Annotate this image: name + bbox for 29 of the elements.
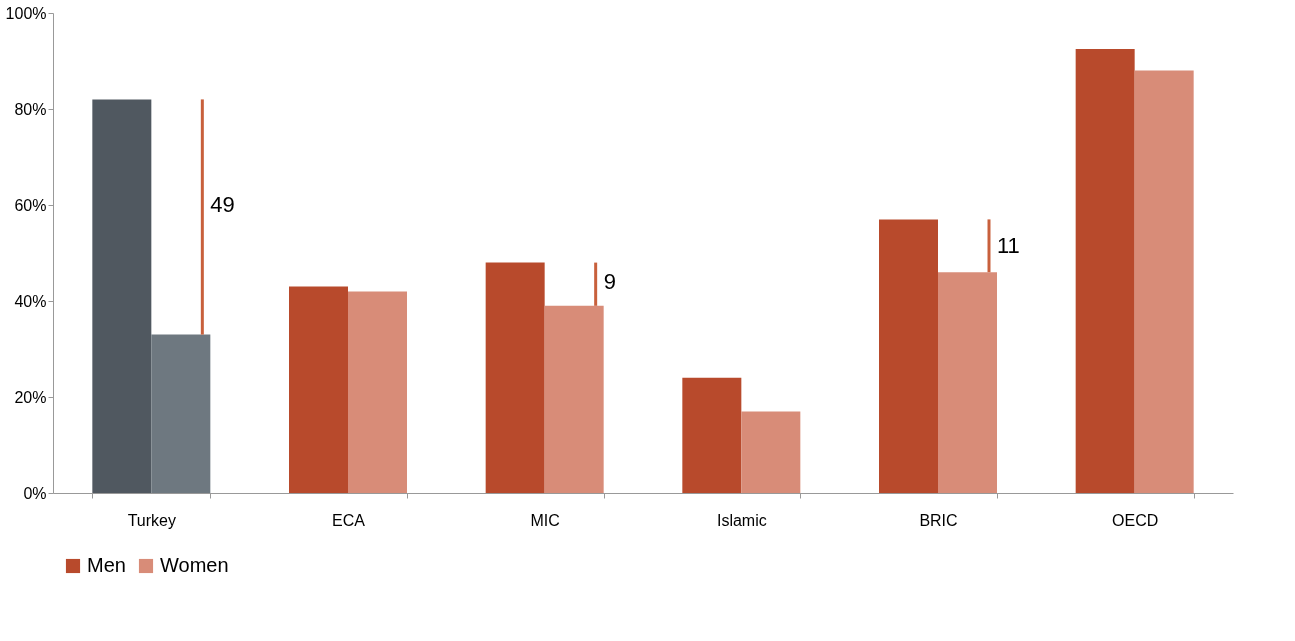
bar xyxy=(92,99,152,493)
legend-label: Men xyxy=(87,554,126,576)
y-tick-label: 40% xyxy=(14,292,47,310)
legend-label: Women xyxy=(160,554,229,576)
bar xyxy=(1134,70,1194,493)
x-tick-label: MIC xyxy=(530,511,560,529)
y-tick-label: 20% xyxy=(14,388,47,406)
x-tick-label: Islamic xyxy=(716,511,767,529)
x-tick-label: Turkey xyxy=(127,511,176,529)
bar xyxy=(485,262,545,493)
y-tick-label: 80% xyxy=(14,100,47,118)
y-tick-label: 60% xyxy=(14,196,47,214)
y-tick-label: 0% xyxy=(23,484,47,502)
x-tick-label: BRIC xyxy=(919,511,958,529)
bar xyxy=(741,411,801,493)
bar xyxy=(348,291,407,493)
y-tick-label: 100% xyxy=(5,4,47,22)
annotation: 49 xyxy=(210,192,235,217)
annotation: 9 xyxy=(603,268,616,294)
bar xyxy=(879,219,938,493)
bar xyxy=(544,305,604,493)
x-tick-label: ECA xyxy=(332,511,366,529)
x-tick-label: OECD xyxy=(1112,511,1159,529)
bar xyxy=(1075,49,1135,493)
bar xyxy=(289,286,348,493)
annotation: 11 xyxy=(997,232,1020,258)
bar xyxy=(938,272,997,493)
bar xyxy=(682,377,742,493)
bar xyxy=(151,334,211,493)
